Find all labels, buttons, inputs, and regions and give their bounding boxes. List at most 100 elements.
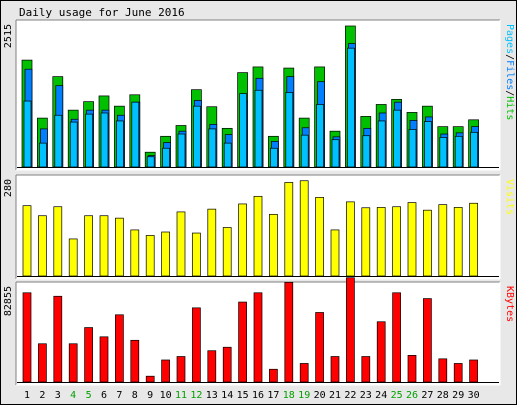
x-tick-label-day-1: 1 [24, 390, 30, 401]
x-tick-label-day-23: 23 [360, 390, 372, 401]
bar-visits-day-25 [392, 206, 401, 277]
bar-visits-day-4 [68, 238, 78, 277]
bar-pages-day-25 [393, 109, 401, 168]
x-tick-label-day-13: 13 [206, 390, 218, 401]
bar-pages-day-8 [131, 101, 140, 168]
x-tick-label-day-21: 21 [329, 390, 341, 401]
bar-visits-day-11 [176, 211, 186, 277]
x-tick-label-day-28: 28 [437, 390, 449, 401]
legend-visits: Visits [504, 179, 515, 215]
bar-pages-day-27 [424, 121, 432, 168]
bar-pages-day-11 [177, 133, 186, 168]
bar-kbytes-day-17 [269, 368, 278, 383]
x-tick-label-day-18: 18 [283, 390, 295, 401]
x-tick-label-day-22: 22 [344, 390, 356, 401]
x-tick-label-day-17: 17 [267, 390, 279, 401]
bar-pages-day-3 [54, 114, 63, 168]
bar-pages-day-30 [470, 131, 478, 168]
bar-pages-day-16 [254, 89, 263, 168]
bar-pages-day-4 [69, 121, 78, 168]
bar-kbytes-day-25 [392, 292, 401, 383]
legend-entry-files: Files [504, 60, 515, 90]
bar-visits-day-29 [453, 207, 463, 277]
bar-kbytes-day-2 [38, 343, 47, 383]
x-tick-label-day-7: 7 [116, 390, 122, 401]
x-tick-label-day-20: 20 [314, 390, 326, 401]
legend-separator: / [504, 90, 515, 96]
bar-pages-day-18 [285, 92, 294, 168]
bar-visits-day-9 [145, 235, 155, 277]
x-tick-label-day-14: 14 [221, 390, 233, 401]
y-axis-max-label-hits-files-pages: 2515 [3, 24, 14, 48]
bar-kbytes-day-9 [145, 375, 155, 383]
bar-visits-day-27 [423, 209, 432, 277]
bar-kbytes-day-3 [53, 295, 63, 383]
bar-pages-day-15 [239, 93, 247, 168]
bar-visits-day-18 [284, 182, 294, 277]
legend-entry-kbytes: KBytes [504, 286, 515, 322]
x-tick-label-day-30: 30 [468, 390, 480, 401]
x-tick-label-day-19: 19 [298, 390, 310, 401]
x-tick-label-day-5: 5 [86, 390, 92, 401]
bar-kbytes-day-6 [99, 336, 109, 383]
x-tick-label-day-10: 10 [160, 390, 172, 401]
legend-separator: / [504, 54, 515, 60]
bar-pages-day-14 [223, 142, 232, 168]
bar-visits-day-12 [192, 232, 201, 277]
bar-kbytes-day-8 [130, 339, 140, 383]
x-tick-label-day-3: 3 [55, 390, 61, 401]
bar-visits-day-13 [207, 208, 217, 277]
bar-pages-day-21 [331, 139, 340, 168]
bar-kbytes-day-30 [469, 359, 478, 383]
chart-title: Daily usage for June 2016 [19, 6, 185, 19]
x-tick-label-day-6: 6 [101, 390, 107, 401]
bar-pages-day-17 [270, 147, 278, 168]
bar-pages-day-9 [146, 156, 155, 168]
bar-kbytes-day-21 [330, 356, 340, 383]
bar-pages-day-22 [347, 47, 355, 168]
bar-pages-day-5 [85, 113, 93, 168]
x-tick-label-day-26: 26 [406, 390, 418, 401]
x-tick-label-day-4: 4 [70, 390, 76, 401]
x-tick-label-day-12: 12 [190, 390, 202, 401]
bar-kbytes-day-20 [315, 312, 324, 383]
bar-pages-day-13 [208, 128, 217, 168]
bar-kbytes-day-26 [407, 355, 417, 383]
bar-kbytes-day-29 [453, 363, 463, 383]
legend-kbytes: KBytes [504, 286, 515, 322]
bar-visits-day-10 [161, 231, 170, 277]
x-tick-label-day-9: 9 [147, 390, 153, 401]
bar-kbytes-day-15 [238, 301, 247, 383]
legend-hits-files-pages: Pages/Files/Hits [504, 24, 515, 120]
bar-visits-day-16 [253, 195, 263, 277]
bar-pages-day-1 [23, 100, 32, 168]
bar-visits-day-22 [346, 201, 355, 277]
legend-entry-hits: Hits [504, 96, 515, 120]
bar-kbytes-day-7 [115, 314, 124, 383]
bar-pages-day-6 [100, 112, 109, 168]
bar-kbytes-day-13 [207, 350, 217, 383]
bar-visits-day-21 [330, 229, 340, 277]
bar-kbytes-day-1 [22, 292, 32, 383]
bar-kbytes-day-10 [161, 359, 170, 383]
bar-visits-day-2 [38, 215, 47, 277]
bar-visits-day-8 [130, 229, 140, 277]
bar-kbytes-day-22 [346, 277, 355, 383]
bar-kbytes-day-19 [299, 363, 309, 383]
bar-visits-day-6 [99, 215, 109, 277]
bar-kbytes-day-14 [222, 346, 232, 383]
bar-kbytes-day-24 [376, 321, 386, 383]
bar-visits-day-5 [84, 215, 93, 277]
x-tick-label-day-24: 24 [375, 390, 387, 401]
bar-pages-day-7 [116, 120, 124, 168]
x-tick-label-day-16: 16 [252, 390, 264, 401]
bar-visits-day-17 [269, 213, 278, 277]
bar-pages-day-10 [162, 147, 170, 168]
x-tick-label-day-15: 15 [237, 390, 249, 401]
bar-visits-day-7 [115, 217, 124, 277]
legend-entry-pages: Pages [504, 24, 515, 54]
bar-pages-day-24 [377, 120, 386, 168]
bar-visits-day-19 [299, 180, 309, 277]
bar-visits-day-1 [22, 205, 32, 277]
